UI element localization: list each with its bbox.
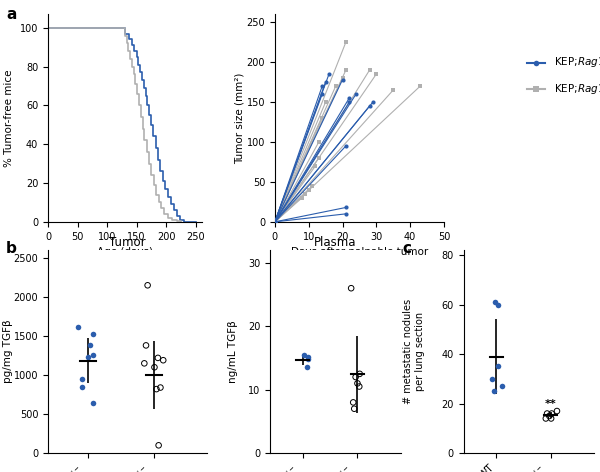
Point <box>493 301 503 308</box>
Point <box>143 281 152 289</box>
Point <box>547 410 556 417</box>
Point <box>88 351 98 359</box>
Point <box>73 323 83 330</box>
Point <box>302 364 312 371</box>
Y-axis label: pg/mg TGFβ: pg/mg TGFβ <box>3 320 13 383</box>
Text: **: ** <box>545 398 556 409</box>
Point <box>153 354 163 362</box>
Point <box>158 356 168 364</box>
Point <box>355 370 365 378</box>
X-axis label: Age (days): Age (days) <box>97 247 153 257</box>
Point <box>355 383 364 390</box>
Point <box>152 385 161 393</box>
Point <box>149 363 159 371</box>
Point <box>299 351 309 359</box>
Point <box>490 298 499 306</box>
Title: Plasma: Plasma <box>314 236 357 249</box>
Point <box>497 382 507 390</box>
Point <box>552 407 562 415</box>
Point <box>140 360 149 367</box>
Point <box>349 405 359 413</box>
Point <box>88 399 98 407</box>
Point <box>490 388 499 395</box>
Point <box>303 353 313 361</box>
Point <box>83 354 92 361</box>
Legend: KEP;$\it{Rag1}$$^{+/-}$, KEP;$\it{Rag1}$$^{-/-}$: KEP;$\it{Rag1}$$^{+/-}$, KEP;$\it{Rag1}$… <box>523 51 600 101</box>
Point <box>346 285 356 292</box>
Point <box>155 384 165 391</box>
Point <box>494 362 503 370</box>
X-axis label: Days after palpable tumor: Days after palpable tumor <box>291 247 428 257</box>
Text: c: c <box>402 241 411 256</box>
Point <box>351 373 361 381</box>
Point <box>349 398 358 406</box>
Y-axis label: # metastatic nodules
per lung section: # metastatic nodules per lung section <box>403 299 425 404</box>
Point <box>141 342 151 349</box>
Y-axis label: % Tumor-free mice: % Tumor-free mice <box>4 69 14 167</box>
Point <box>353 379 362 387</box>
Point <box>303 355 313 363</box>
Point <box>545 412 554 420</box>
Point <box>77 383 86 390</box>
Y-axis label: Tumor size (mm²): Tumor size (mm²) <box>235 72 244 164</box>
Point <box>154 441 163 449</box>
Text: a: a <box>6 7 16 22</box>
Point <box>547 415 556 422</box>
Point <box>541 415 551 422</box>
Point <box>88 331 98 338</box>
Y-axis label: ng/mL TGFβ: ng/mL TGFβ <box>228 320 238 383</box>
Point <box>77 375 87 383</box>
Title: Tumor: Tumor <box>109 236 146 249</box>
Point <box>487 375 497 383</box>
Point <box>86 342 95 349</box>
Text: b: b <box>6 241 17 256</box>
Point <box>542 410 552 417</box>
